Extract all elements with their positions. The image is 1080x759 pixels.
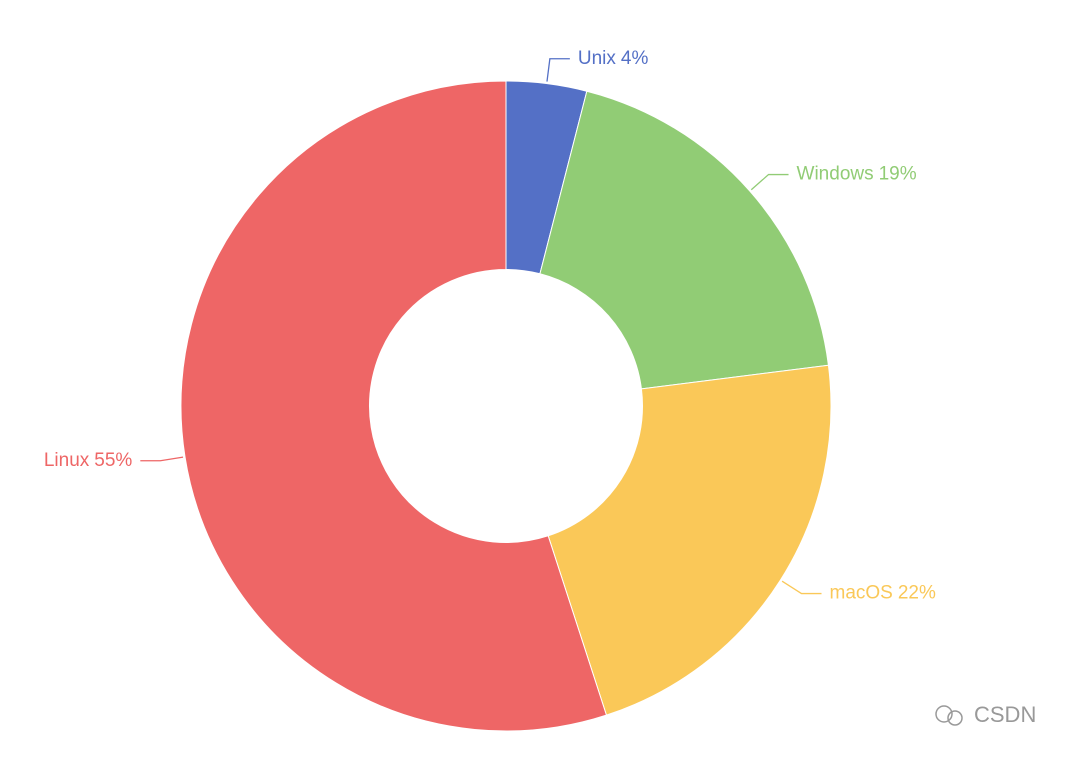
slice-label: macOS 22% (830, 583, 936, 604)
slice (539, 90, 829, 390)
watermark-icon (947, 710, 963, 726)
slice-label: Windows 19% (797, 164, 917, 185)
leader-line (781, 580, 822, 595)
leader-line (140, 456, 184, 462)
label-name: Linux (44, 450, 90, 471)
label-value: 22% (898, 583, 936, 604)
slice (180, 80, 608, 732)
leader-line (546, 58, 570, 82)
slice-label: Linux 55% (44, 450, 133, 471)
watermark-icon (935, 705, 953, 723)
label-value: 19% (879, 164, 917, 185)
slice-label: Unix 4% (578, 48, 649, 69)
label-value: 55% (94, 450, 132, 471)
label-name: Unix (578, 48, 617, 69)
watermark-text: CSDN (974, 702, 1036, 727)
label-value: 4% (621, 48, 649, 69)
slice (547, 364, 832, 716)
label-name: Windows (797, 164, 874, 185)
watermark: CSDN (935, 702, 1036, 727)
label-name: macOS (830, 583, 893, 604)
leader-line (750, 173, 789, 191)
